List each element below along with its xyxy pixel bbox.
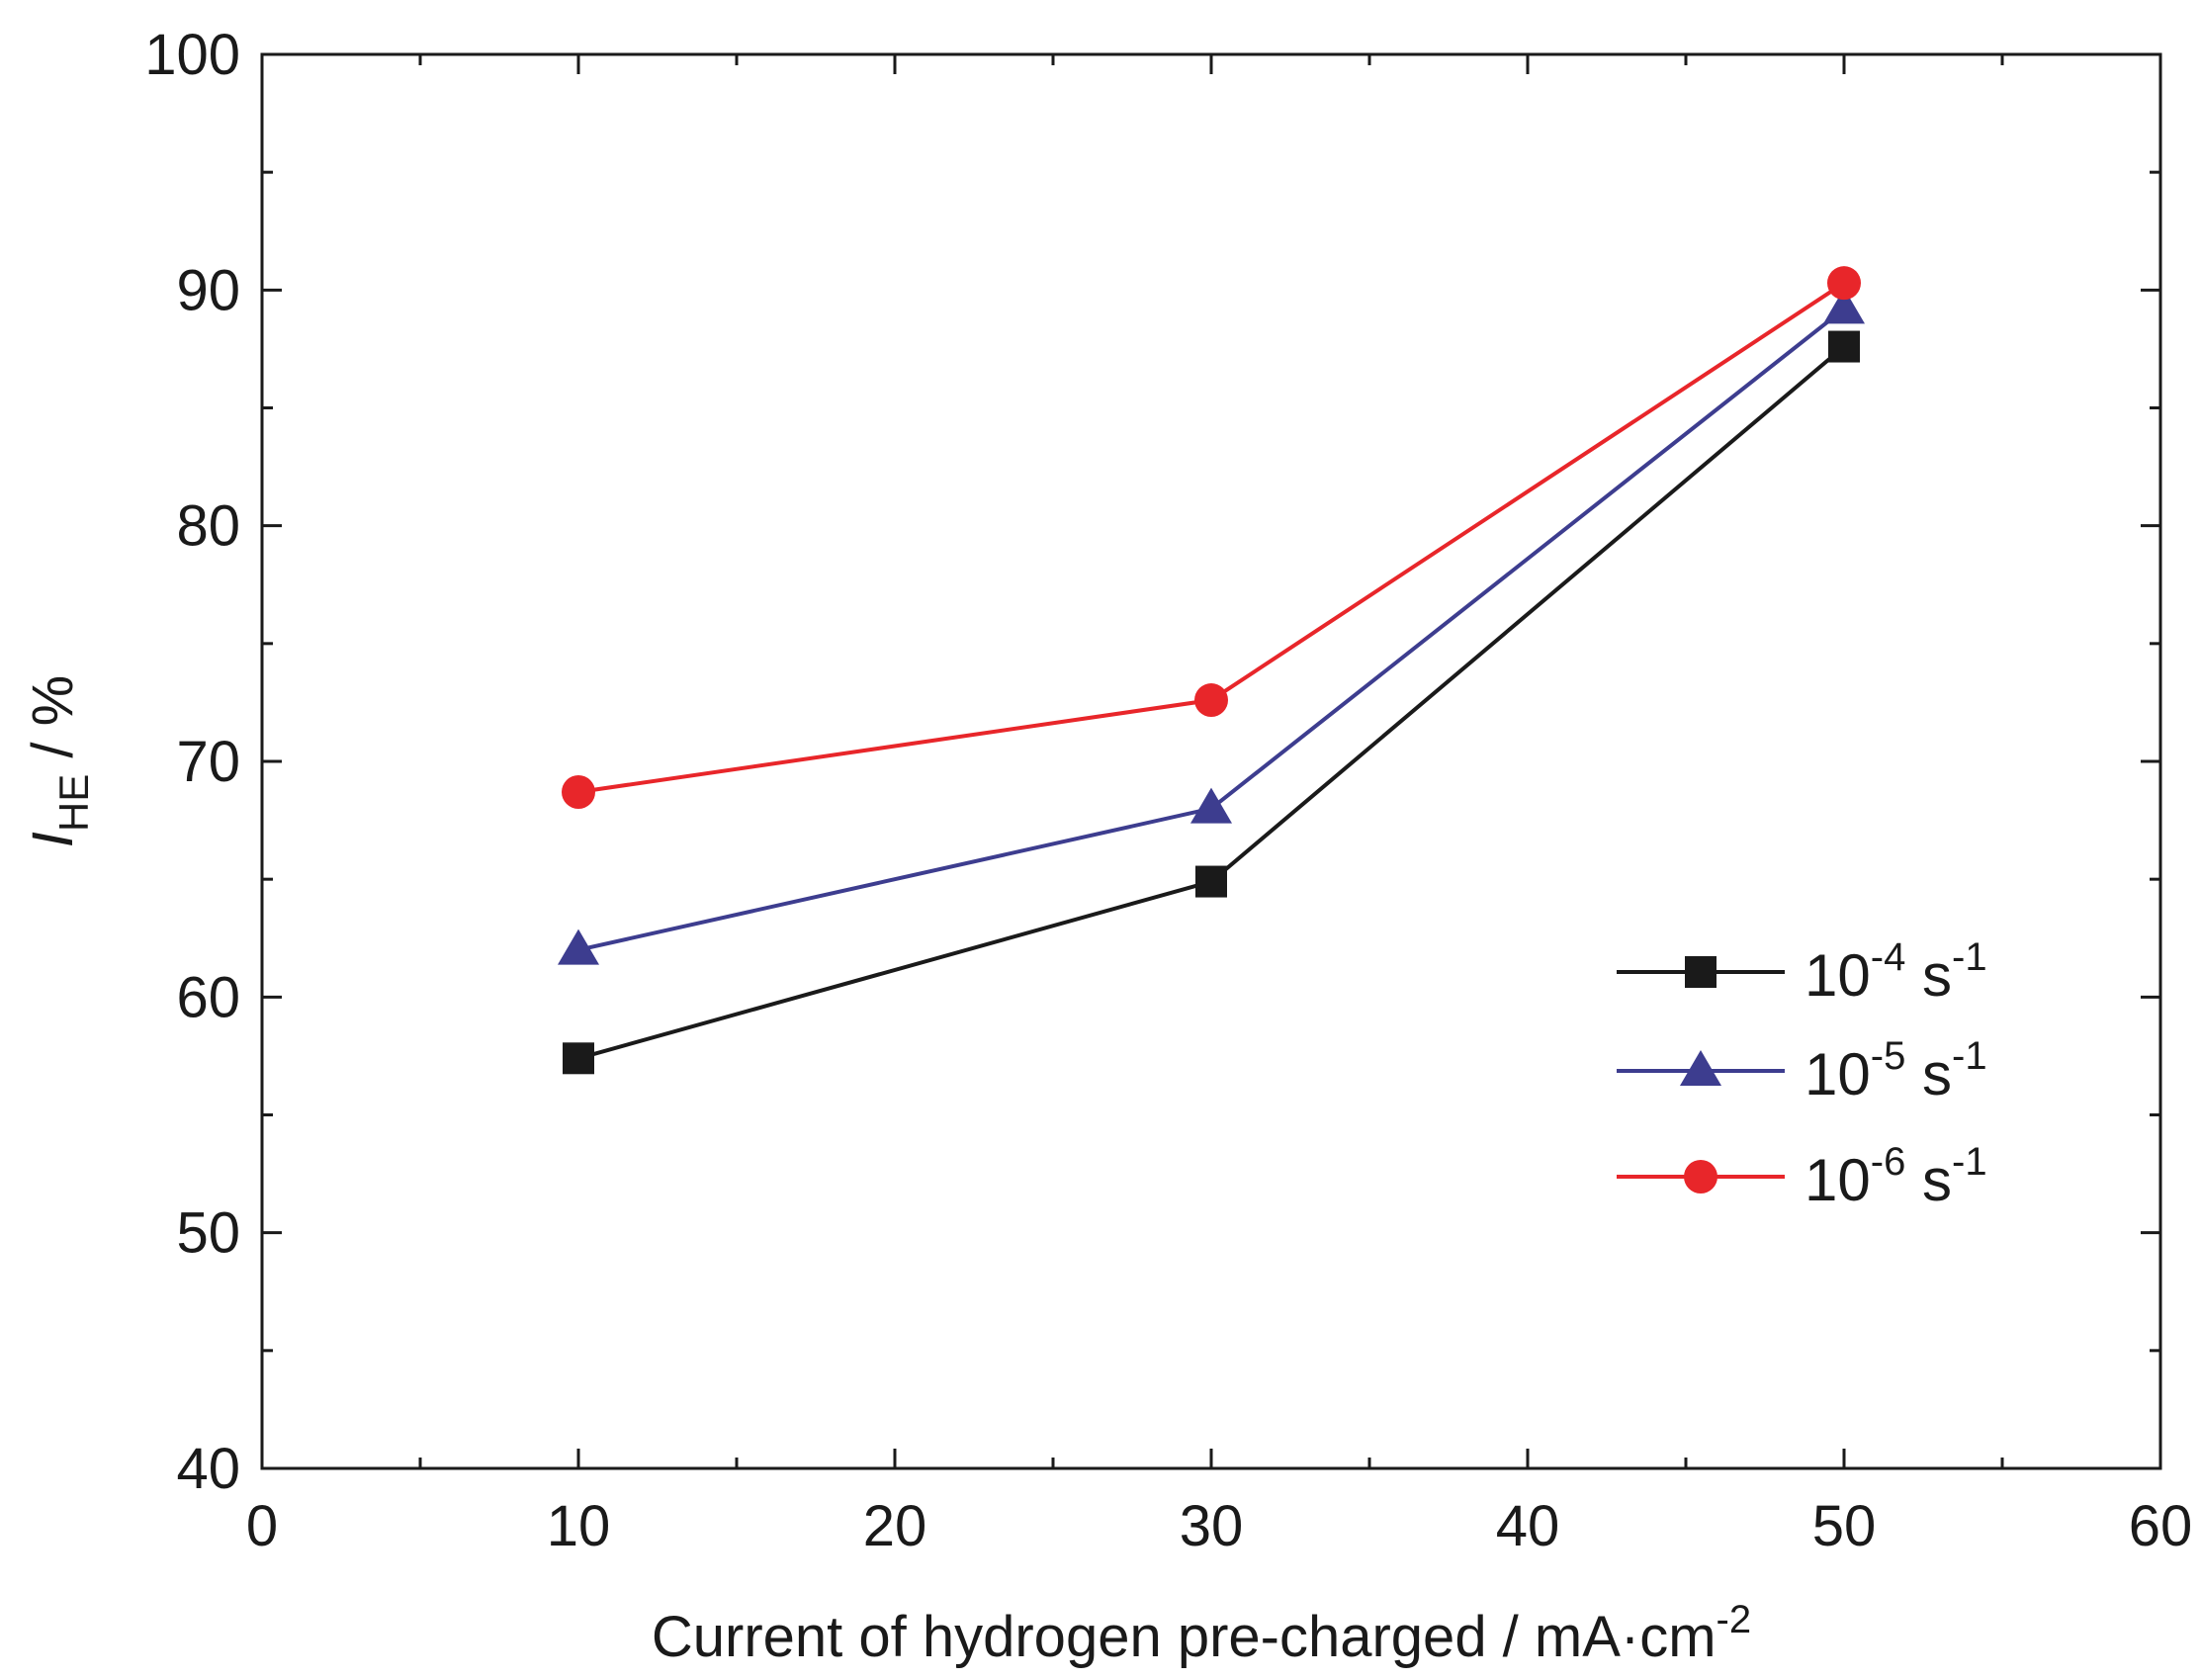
- legend-marker-3: [1684, 1160, 1717, 1194]
- data-point-series-3: [1827, 266, 1861, 301]
- y-tick-label: 40: [176, 1437, 240, 1501]
- y-tick-label: 90: [176, 258, 240, 322]
- data-point-series-1: [1195, 865, 1227, 898]
- legend-label-2: 10-5 s-1: [1805, 1034, 1987, 1107]
- legend-label-3: 10-6 s-1: [1805, 1140, 1987, 1213]
- legend-label-1: 10-4 s-1: [1805, 935, 1987, 1009]
- series-lines: [577, 281, 1846, 1061]
- series-markers: [558, 266, 1865, 1075]
- data-point-series-2: [1823, 288, 1865, 324]
- data-point-series-3: [1194, 683, 1228, 718]
- y-axis-label: IHE / %: [21, 675, 97, 847]
- x-tick-label: 10: [547, 1494, 611, 1558]
- data-point-series-2: [1190, 787, 1232, 824]
- axis-ticks: [260, 52, 2162, 1470]
- y-tick-label: 80: [176, 494, 240, 559]
- y-tick-label: 100: [144, 23, 240, 87]
- series-line-2: [577, 307, 1846, 952]
- x-axis-label: Current of hydrogen pre-charged / mA·cm-…: [652, 1598, 1751, 1669]
- legend: 10-4 s-1 10-5 s-1 10-6 s-1: [1617, 935, 1987, 1213]
- y-tick-label: 50: [176, 1201, 240, 1266]
- x-tick-label: 0: [246, 1494, 278, 1558]
- y-tick-label: 60: [176, 965, 240, 1029]
- x-tick-label: 40: [1496, 1494, 1560, 1558]
- x-tick-label: 30: [1180, 1494, 1244, 1558]
- data-point-series-2: [558, 928, 599, 965]
- y-tick-label: 70: [176, 730, 240, 794]
- legend-marker-2: [1680, 1050, 1721, 1086]
- legend-marker-1: [1685, 956, 1717, 988]
- x-tick-label: 50: [1812, 1494, 1877, 1558]
- x-tick-label: 20: [863, 1494, 927, 1558]
- data-point-series-1: [563, 1042, 594, 1075]
- x-tick-label: 60: [2129, 1494, 2193, 1558]
- tick-labels: 0 10 20 30 40 50 60 40 50 60 70 80 90 100: [144, 23, 2192, 1558]
- data-point-series-1: [1828, 330, 1860, 363]
- plot-frame: [260, 52, 2162, 1470]
- data-point-series-3: [562, 774, 595, 809]
